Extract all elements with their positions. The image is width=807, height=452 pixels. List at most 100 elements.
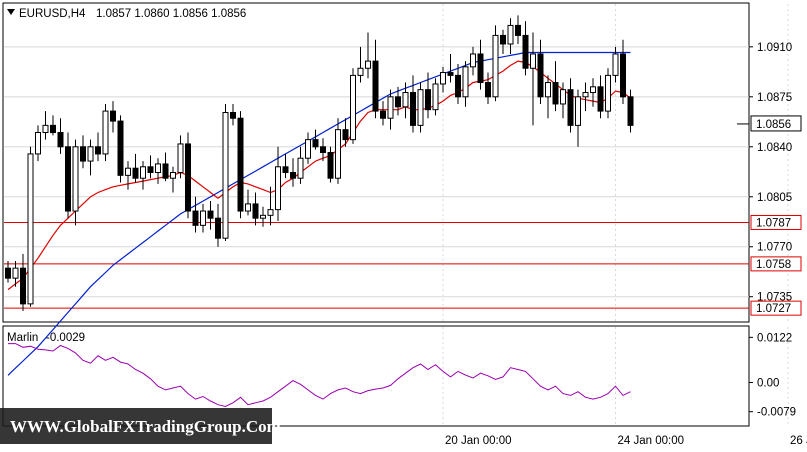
candle-body	[95, 146, 101, 155]
candle	[50, 115, 56, 136]
candle-body	[230, 112, 236, 119]
candle	[432, 78, 439, 116]
candle-body	[170, 171, 176, 179]
candle	[627, 89, 634, 133]
level-tag	[750, 214, 802, 230]
candle-body	[605, 74, 611, 112]
candle	[357, 46, 364, 83]
candle-body	[380, 110, 386, 119]
candle-body	[492, 34, 499, 98]
candle-body	[537, 53, 544, 98]
symbol-label: EURUSD,H4	[19, 8, 86, 20]
candle-body	[620, 53, 626, 98]
candle-body	[282, 166, 289, 173]
candle	[57, 118, 64, 154]
candle	[335, 118, 341, 184]
candle	[110, 101, 116, 133]
candle-body	[162, 163, 169, 179]
ohlc-values: 1.0857 1.0860 1.0856 1.0856	[96, 8, 246, 20]
candle	[140, 161, 146, 190]
candle	[545, 75, 551, 119]
candle-body	[125, 167, 131, 176]
candle-body	[65, 146, 71, 212]
candle-body	[342, 129, 349, 141]
candle	[500, 29, 506, 54]
candle-body	[567, 89, 574, 126]
candle-body	[27, 153, 34, 305]
candle	[237, 111, 244, 219]
candle-body	[200, 210, 206, 226]
candle-body	[590, 86, 596, 94]
candle	[177, 135, 184, 179]
candle	[102, 103, 109, 162]
candle-body	[507, 24, 514, 45]
candle	[387, 89, 394, 130]
candle-body	[432, 83, 439, 111]
candle-body	[312, 139, 319, 148]
candle-body	[515, 24, 521, 36]
candle-body	[447, 72, 454, 76]
candle-body	[57, 132, 64, 148]
candle	[552, 61, 559, 112]
candle	[590, 78, 596, 107]
candle	[560, 82, 566, 119]
candle	[425, 72, 431, 119]
candle	[222, 103, 229, 242]
symbol-menu-triangle-icon[interactable]	[7, 9, 15, 15]
y-tick-label: 1.0840	[757, 142, 792, 154]
candle-body	[237, 117, 244, 212]
candle-body	[357, 67, 364, 76]
candle-body	[260, 214, 266, 219]
osc-tick-label: 0.00	[757, 377, 779, 389]
candle-body	[245, 203, 251, 212]
candle-body	[222, 112, 229, 239]
candle-body	[290, 171, 296, 179]
candle	[230, 103, 236, 126]
candle	[612, 46, 619, 83]
candle	[402, 82, 409, 119]
candle-body	[485, 82, 491, 98]
candle-body	[372, 60, 379, 112]
candle-body	[207, 210, 214, 219]
candle-body	[50, 124, 56, 134]
candle	[245, 189, 251, 216]
oscillator-series-line	[8, 343, 631, 408]
level-tag-label: 1.0727	[756, 303, 791, 315]
candle	[42, 111, 49, 140]
candle-body	[140, 166, 146, 179]
candle-body	[320, 146, 326, 154]
candle	[582, 82, 589, 112]
candle-body	[627, 96, 634, 126]
oscillator-axis: 0.0122 0.00 -0.0079	[749, 332, 796, 419]
candle-body	[455, 74, 461, 98]
candle	[80, 135, 86, 169]
candle-body	[117, 120, 124, 176]
candle-body	[425, 89, 431, 111]
x-tick-label: 20 Jan 00:00	[445, 435, 512, 447]
candle	[207, 201, 214, 230]
candle	[275, 146, 281, 222]
y-tick-label: 1.0770	[757, 242, 792, 254]
price-axis: 1.0910 1.0875 1.0840 1.0805 1.0770 1.0735 1.08…	[737, 42, 802, 304]
candle	[462, 61, 469, 107]
oscillator-line	[8, 343, 631, 408]
candle-body	[305, 139, 311, 159]
candle	[530, 32, 536, 126]
watermark: WWW.GlobalFXTradingGroup.Com	[0, 408, 281, 444]
candle-body	[552, 82, 559, 105]
candle-body	[612, 53, 619, 76]
candle	[537, 39, 544, 104]
oscillator-name: Marlin	[7, 332, 38, 344]
candle	[27, 146, 34, 307]
candle	[200, 203, 206, 233]
level-tag-label: 1.0758	[756, 259, 791, 271]
candle-body	[155, 163, 161, 173]
candle	[170, 166, 176, 193]
candle-body	[5, 267, 11, 279]
candle	[162, 152, 169, 182]
candle	[267, 186, 274, 226]
oscillator-value: -0.0029	[46, 332, 85, 344]
candle-body	[20, 267, 26, 305]
candle	[395, 86, 401, 116]
